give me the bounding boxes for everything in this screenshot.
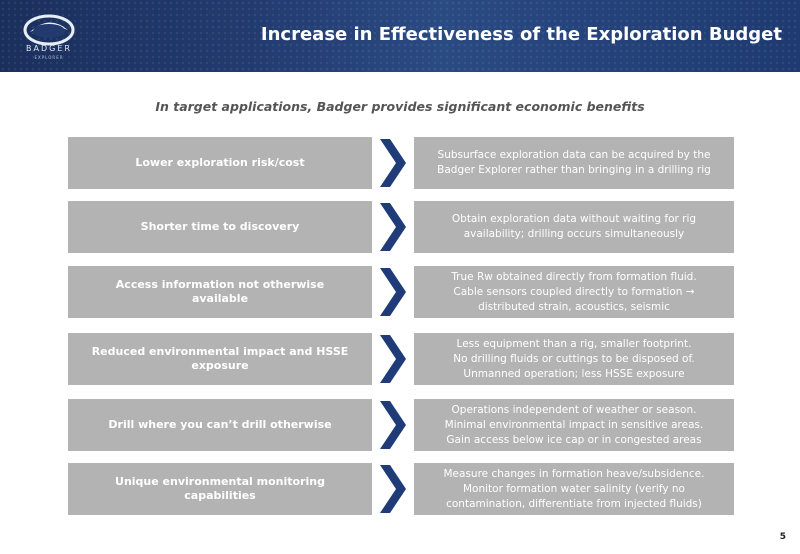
- benefit-row: Shorter time to discovery Obtain explorat…: [68, 201, 734, 253]
- benefit-row: Lower exploration risk/cost Subsurface ex…: [68, 137, 734, 189]
- page-title: Increase in Effectiveness of the Explora…: [260, 24, 782, 45]
- logo-subtext: EXPLORER: [34, 55, 64, 60]
- benefit-detail-text: Measure changes in formation heave/subsi…: [444, 467, 705, 512]
- benefit-label: Reduced environmental impact and HSSE ex…: [68, 333, 372, 385]
- benefit-detail-text: Subsurface exploration data can be acqui…: [437, 148, 711, 178]
- detail-line: Minimal environmental impact in sensitiv…: [444, 418, 704, 431]
- chevron-right-arrow-icon: [380, 335, 406, 383]
- chevron-right-arrow-icon: [380, 401, 406, 449]
- subtitle: In target applications, Badger provides …: [155, 99, 645, 114]
- benefit-detail: True Rw obtained directly from formation…: [414, 266, 734, 318]
- detail-line: Subsurface exploration data can be acqui…: [437, 149, 711, 161]
- detail-line: availability; drilling occurs simultaneo…: [463, 228, 685, 240]
- benefit-label: Unique environmental monitoring capabili…: [68, 463, 372, 515]
- benefit-label: Shorter time to discovery: [68, 201, 372, 253]
- header-texture: [0, 0, 800, 72]
- detail-line: Cable sensors coupled directly to format…: [453, 285, 695, 298]
- page-number: 5: [779, 532, 786, 542]
- benefit-label: Lower exploration risk/cost: [68, 137, 372, 189]
- detail-line: Less equipment than a rig, smaller footp…: [456, 337, 692, 350]
- header-banner: BADGER EXPLORER Increase in Effectivenes…: [0, 0, 800, 72]
- benefit-label: Access information not otherwise availab…: [68, 266, 372, 318]
- benefit-detail-text: Less equipment than a rig, smaller footp…: [453, 337, 694, 382]
- chevron-right-arrow-icon: [380, 268, 406, 316]
- benefit-detail: Obtain exploration data without waiting …: [414, 201, 734, 253]
- benefit-row: Unique environmental monitoring capabili…: [68, 463, 734, 515]
- benefit-detail-text: Operations independent of weather or sea…: [445, 403, 704, 448]
- detail-line: Gain access below ice cap or in congeste…: [446, 433, 702, 446]
- detail-line: No drilling fluids or cuttings to be dis…: [453, 352, 695, 365]
- benefit-detail: Measure changes in formation heave/subsi…: [414, 463, 734, 515]
- detail-line: distributed strain, acoustics, seismic: [478, 300, 670, 313]
- chevron-right-arrow-icon: [380, 139, 406, 187]
- detail-line: True Rw obtained directly from formation…: [451, 270, 697, 283]
- detail-line: Unmanned operation; less HSSE exposure: [463, 367, 685, 380]
- chevron-right-arrow-icon: [380, 465, 406, 513]
- benefit-row: Reduced environmental impact and HSSE ex…: [68, 333, 734, 385]
- detail-line: Operations independent of weather or sea…: [451, 403, 697, 416]
- detail-line: Badger Explorer rather than bringing in …: [437, 164, 711, 176]
- benefit-row: Drill where you can’t drill otherwise Ope…: [68, 399, 734, 451]
- benefit-row: Access information not otherwise availab…: [68, 266, 734, 318]
- detail-line: Measure changes in formation heave/subsi…: [443, 467, 705, 480]
- logo-text: BADGER: [26, 44, 72, 53]
- benefit-detail: Operations independent of weather or sea…: [414, 399, 734, 451]
- benefit-detail-text: True Rw obtained directly from formation…: [451, 270, 696, 315]
- detail-line: contamination, differentiate from inject…: [446, 497, 702, 510]
- benefit-detail-text: Obtain exploration data without waiting …: [452, 212, 696, 242]
- benefit-label: Drill where you can’t drill otherwise: [68, 399, 372, 451]
- benefit-detail: Subsurface exploration data can be acqui…: [414, 137, 734, 189]
- detail-line: Obtain exploration data without waiting …: [451, 213, 697, 225]
- chevron-right-arrow-icon: [380, 203, 406, 251]
- benefit-detail: Less equipment than a rig, smaller footp…: [414, 333, 734, 385]
- detail-line: Monitor formation water salinity (verify…: [462, 482, 685, 495]
- badger-logo-icon: [23, 14, 75, 46]
